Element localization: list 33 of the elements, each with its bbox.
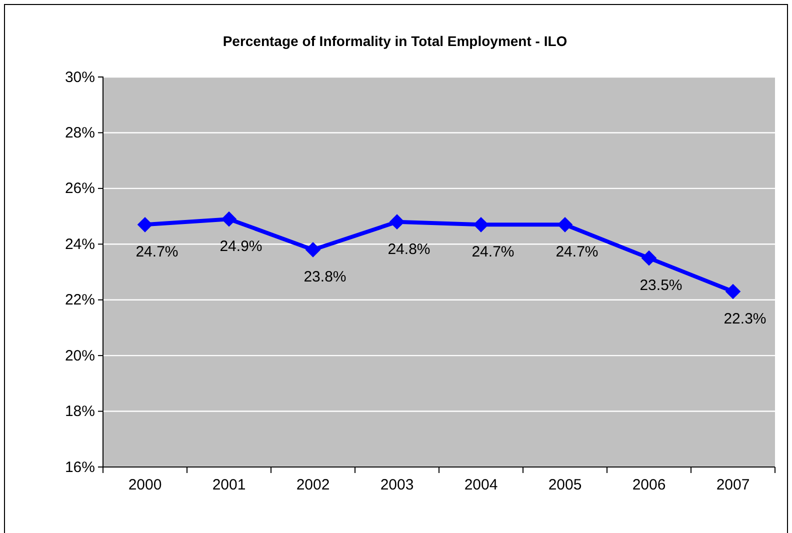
point <box>557 216 573 232</box>
y-tick-label: 30% <box>64 68 95 86</box>
text: 24.7% <box>136 244 178 261</box>
x-tick-label: 2005 <box>548 476 582 494</box>
text: 23.5% <box>640 277 682 294</box>
y-tick-label: 22% <box>64 292 95 309</box>
x-tick-label: 2006 <box>632 476 666 494</box>
y-tick-label: 18% <box>64 403 95 420</box>
y-tick-label: 28% <box>64 124 95 142</box>
point <box>641 250 657 266</box>
point <box>389 214 405 230</box>
x-tick-label: 2004 <box>464 476 498 494</box>
point <box>725 284 741 300</box>
x-tick-label: 2000 <box>128 476 162 494</box>
x-tick-label: 2007 <box>716 476 750 494</box>
text: 24.7% <box>472 244 514 261</box>
x-tick-label: 2003 <box>380 476 414 494</box>
text: 24.9% <box>220 238 262 256</box>
text: 24.7% <box>556 244 598 261</box>
y-tick-label: 26% <box>64 180 95 198</box>
point <box>473 216 489 232</box>
point <box>305 242 321 258</box>
x-tick-label: 2001 <box>212 476 246 494</box>
y-tick-label: 20% <box>64 347 95 364</box>
text: 22.3% <box>724 310 766 328</box>
x-tick-label: 2002 <box>296 476 330 494</box>
text: 23.8% <box>304 268 346 286</box>
y-tick-label: 16% <box>64 458 95 476</box>
y-tick-label: 24% <box>64 236 95 253</box>
point <box>137 216 153 232</box>
chart-title: Percentage of Informality in Total Employment - ILO <box>222 33 568 49</box>
text: 24.8% <box>388 240 430 258</box>
point <box>221 211 237 227</box>
